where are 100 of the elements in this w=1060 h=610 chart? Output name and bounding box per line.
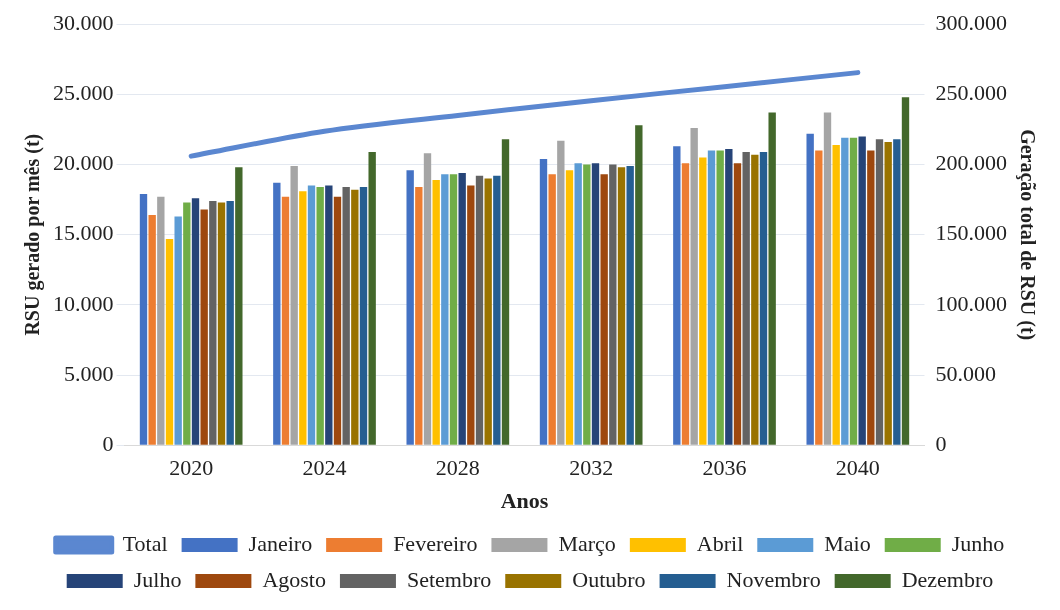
legend-label: Outubro	[572, 566, 646, 592]
bar	[617, 167, 626, 445]
bar	[200, 209, 208, 445]
bar	[157, 196, 165, 445]
y-tick-label: 5.000	[64, 360, 114, 386]
bar	[183, 202, 191, 445]
y2-tick-label: 50.000	[935, 360, 996, 386]
bar	[281, 196, 290, 445]
bar	[351, 189, 359, 445]
x-tick-label: 2028	[435, 455, 480, 481]
bar	[475, 175, 484, 445]
bar	[458, 172, 466, 445]
bar	[359, 186, 368, 445]
bar	[733, 163, 742, 445]
bar	[574, 163, 582, 445]
bar	[609, 164, 617, 445]
bar	[681, 163, 690, 445]
y2-tick-label: 300.000	[935, 9, 1007, 35]
bar	[493, 175, 501, 445]
bar	[342, 186, 350, 445]
legend-label: Janeiro	[248, 530, 313, 556]
y2-axis-title: Geração total de RSU (t)	[1015, 129, 1039, 341]
bar	[539, 158, 548, 445]
legend-label: Fevereiro	[393, 530, 478, 556]
bar	[867, 150, 875, 445]
bar	[742, 151, 750, 445]
y-tick-label: 30.000	[53, 9, 114, 35]
bar	[174, 216, 182, 445]
y-tick-label: 10.000	[53, 290, 114, 316]
legend-label: Total	[122, 530, 168, 556]
bar	[699, 157, 707, 445]
bar	[299, 191, 307, 445]
legend-label: Abril	[696, 530, 744, 556]
x-tick-label: 2032	[569, 455, 614, 481]
bar	[823, 112, 832, 445]
bar	[165, 238, 174, 445]
bar	[325, 185, 333, 445]
bar	[690, 128, 698, 445]
bar	[449, 174, 458, 445]
bar	[806, 133, 814, 445]
bar	[557, 140, 565, 445]
bar	[423, 153, 432, 445]
x-axis-title: Anos	[500, 488, 549, 514]
bar	[290, 165, 298, 445]
bar	[217, 202, 226, 445]
legend-label: Agosto	[262, 566, 326, 592]
bar	[626, 165, 634, 445]
bar	[673, 146, 681, 445]
y2-tick-label: 250.000	[935, 80, 1007, 106]
bar	[333, 196, 342, 445]
legend-label: Junho	[951, 530, 1005, 556]
y2-tick-label: 100.000	[935, 290, 1007, 316]
bar	[548, 174, 556, 445]
bar	[209, 201, 217, 445]
bar	[725, 149, 733, 445]
bar	[815, 150, 823, 445]
x-tick-label: 2036	[702, 455, 747, 481]
bar	[716, 150, 724, 445]
bar	[139, 194, 148, 445]
bar	[832, 144, 840, 445]
y2-tick-label: 0	[935, 430, 947, 456]
bar	[368, 151, 376, 445]
y2-tick-label: 200.000	[935, 150, 1007, 176]
bar	[235, 167, 243, 445]
bar	[635, 125, 643, 445]
y-tick-label: 25.000	[53, 80, 114, 106]
bar	[501, 139, 510, 445]
bar	[273, 182, 281, 445]
bar	[565, 170, 574, 445]
legend-label: Setembro	[406, 566, 492, 592]
bar	[591, 163, 600, 445]
bar	[707, 150, 716, 445]
bar	[415, 186, 423, 445]
bar	[858, 136, 866, 445]
bar	[841, 137, 849, 445]
x-tick-label: 2024	[302, 455, 347, 481]
bar	[893, 139, 901, 445]
bar	[467, 185, 475, 445]
x-tick-label: 2040	[835, 455, 880, 481]
bar	[768, 112, 776, 445]
legend-label: Maio	[824, 530, 871, 556]
bar	[441, 174, 449, 445]
bar	[759, 151, 768, 445]
y2-tick-label: 150.000	[935, 220, 1007, 246]
legend-label: Novembro	[726, 566, 821, 592]
bar	[600, 174, 608, 445]
bar	[307, 185, 316, 445]
bar	[875, 139, 884, 445]
bar	[226, 201, 234, 445]
y-axis-title: RSU gerado por mês (t)	[21, 133, 45, 336]
bar	[901, 97, 910, 445]
bar	[432, 179, 440, 445]
bar	[406, 170, 414, 445]
bar	[884, 142, 892, 445]
bar	[751, 154, 759, 445]
legend-label: Março	[558, 530, 616, 556]
y-tick-label: 0	[102, 430, 114, 456]
y-tick-label: 20.000	[53, 150, 114, 176]
bar	[148, 215, 156, 445]
bar	[583, 164, 591, 445]
